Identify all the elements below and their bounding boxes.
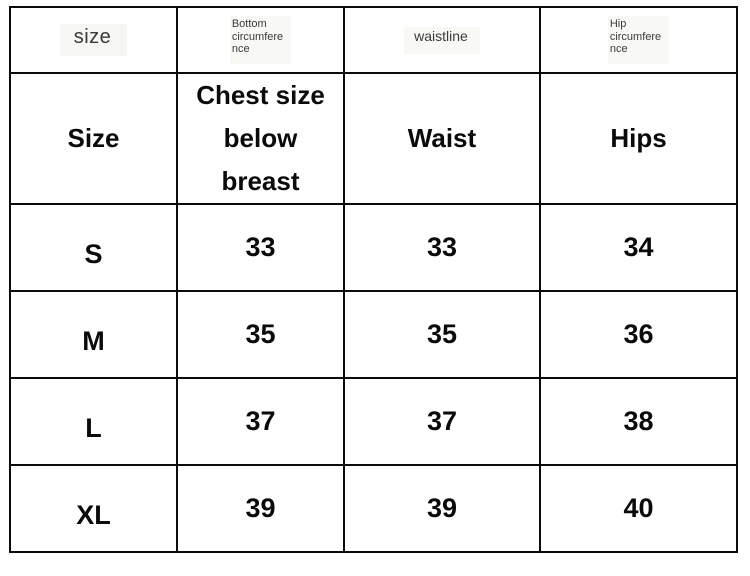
chest-value-cell: 33 (176, 203, 345, 292)
chest-value-cell: 37 (176, 377, 345, 466)
overlay-hip-circumference-label: Hip circumfere nce (607, 16, 670, 64)
header-chest-label: Chest size below breast (196, 80, 325, 196)
overlay-hip-circumference-cell: Hip circumfere nce (539, 6, 738, 74)
size-table: size Bottom circumfere nce waistline Hip… (9, 6, 738, 553)
table-row-xl: XL 39 39 40 (9, 464, 738, 553)
waist-value-cell: 39 (343, 464, 541, 553)
header-size-cell: Size (9, 72, 178, 205)
waist-value-cell: 37 (343, 377, 541, 466)
hips-value-cell: 40 (539, 464, 738, 553)
header-size-label: Size (67, 123, 120, 153)
header-hips-cell: Hips (539, 72, 738, 205)
hips-value-cell: 38 (539, 377, 738, 466)
size-value-cell: M (9, 290, 178, 379)
header-waist-label: Waist (407, 123, 477, 153)
main-header-row: Size Chest size below breast Waist Hips (9, 72, 738, 205)
size-value-cell: L (9, 377, 178, 466)
overlay-size-cell: size (9, 6, 178, 74)
size-value-cell: XL (9, 464, 178, 553)
header-hips-label: Hips (610, 123, 667, 153)
overlay-waistline-cell: waistline (343, 6, 541, 74)
overlay-waistline-label: waistline (404, 26, 480, 54)
header-waist-cell: Waist (343, 72, 541, 205)
waist-value-cell: 35 (343, 290, 541, 379)
size-value-cell: S (9, 203, 178, 292)
overlay-bottom-circumference-label: Bottom circumfere nce (229, 16, 292, 64)
table-row-m: M 35 35 36 (9, 290, 738, 379)
overlay-header-row: size Bottom circumfere nce waistline Hip… (9, 6, 738, 74)
chest-value-cell: 39 (176, 464, 345, 553)
overlay-size-label: size (59, 24, 128, 56)
hips-value-cell: 36 (539, 290, 738, 379)
chest-value-cell: 35 (176, 290, 345, 379)
header-chest-cell: Chest size below breast (176, 72, 345, 205)
table-row-l: L 37 37 38 (9, 377, 738, 466)
table-row-s: S 33 33 34 (9, 203, 738, 292)
overlay-bottom-circumference-cell: Bottom circumfere nce (176, 6, 345, 74)
hips-value-cell: 34 (539, 203, 738, 292)
waist-value-cell: 33 (343, 203, 541, 292)
